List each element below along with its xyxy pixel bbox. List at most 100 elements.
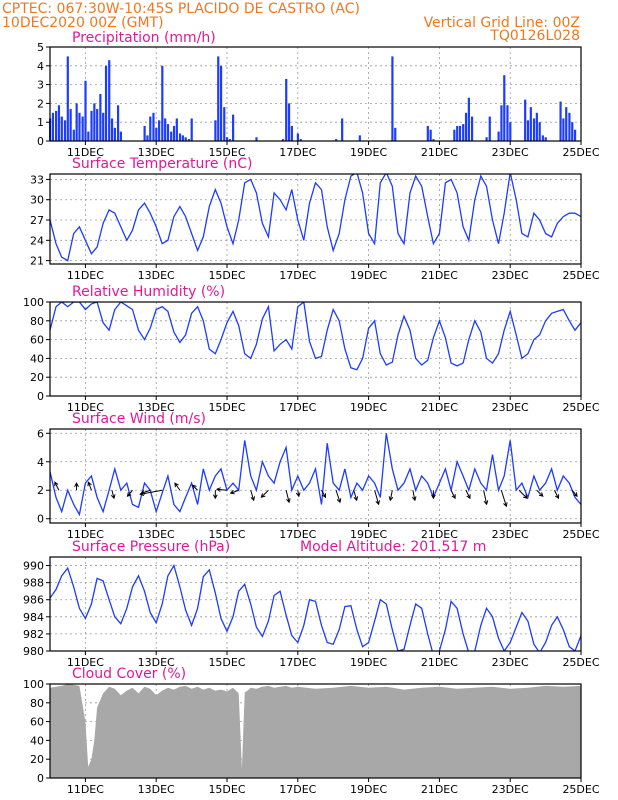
precip-bar	[187, 139, 190, 141]
wind-wind-arrow-head	[431, 494, 436, 500]
rh-line	[50, 302, 581, 371]
precip-bar	[535, 112, 538, 141]
rh-ytick-label: 100	[23, 296, 44, 309]
wind-wind-arrow-shaft	[450, 490, 456, 499]
wind-wind-arrow-head	[523, 494, 528, 499]
precip-bar	[541, 135, 544, 141]
temp-xtick-label: 21DEC	[421, 269, 458, 282]
wind-xtick-label: 17DEC	[279, 528, 316, 541]
precip-bar	[391, 56, 394, 141]
pressure-ytick-label: 990	[23, 560, 44, 573]
wind-wind-arrow-head	[191, 484, 197, 490]
precip-xtick-label: 21DEC	[421, 146, 458, 159]
wind-wind-arrow-head	[215, 487, 221, 492]
precip-bar	[335, 139, 338, 141]
cloud-xtick-label: 25DEC	[562, 783, 599, 796]
precip-bar	[453, 129, 456, 141]
precip-bar	[559, 101, 562, 141]
temp-ytick-label: 30	[30, 194, 44, 207]
pressure-xtick-label: 15DEC	[208, 656, 245, 669]
precip-bar	[462, 124, 465, 141]
wind-wind-arrow-head	[483, 500, 489, 506]
precip-bar	[146, 135, 149, 141]
wind-xtick-label: 13DEC	[138, 528, 175, 541]
precip-title: Precipitation (mm/h)	[72, 30, 216, 46]
precip-bar	[458, 125, 462, 141]
precip-xtick-label: 25DEC	[562, 146, 599, 159]
precip-bar	[143, 125, 146, 141]
pressure-xtick-label: 21DEC	[421, 656, 458, 669]
temp-title: Surface Temperature (nC)	[72, 156, 253, 172]
wind-wind-arrow-shaft	[250, 490, 255, 501]
wind-wind-arrow-shaft	[412, 490, 416, 501]
rh-ytick-label: 60	[30, 334, 44, 347]
wind-wind-arrow-shaft	[111, 490, 115, 499]
precip-bar	[568, 112, 571, 141]
precip-bar	[184, 137, 187, 141]
wind-xtick-label: 11DEC	[67, 528, 104, 541]
wind-wind-arrow-shaft	[389, 490, 393, 501]
precip-bar	[571, 122, 574, 141]
precip-bar	[69, 109, 72, 141]
precip-xtick-label: 13DEC	[138, 146, 175, 159]
precip-bar	[214, 120, 217, 141]
precip-bar	[226, 137, 229, 141]
rh-ytick-label: 20	[30, 371, 44, 384]
precip-xtick-label: 15DEC	[208, 146, 245, 159]
precip-bar	[532, 118, 536, 141]
precip-bar	[108, 60, 111, 141]
wind-wind-arrow-shaft	[285, 490, 290, 503]
precip-bar	[178, 133, 182, 141]
pressure-ytick-label: 982	[23, 628, 44, 641]
precip-bar	[84, 80, 87, 141]
pressure-xtick-label: 13DEC	[138, 656, 175, 669]
precip-bar	[287, 103, 291, 141]
precip-bar	[456, 125, 459, 141]
wind-wind-arrow-head	[503, 502, 508, 508]
precip-bar	[538, 122, 541, 141]
wind-wind-arrow-head	[451, 494, 456, 500]
pressure-frame	[49, 556, 582, 652]
panels-group: 0 1 2 3 4 5 11DEC 13DEC 15DEC 17DEC 19DEC 21DEC 23DE…	[23, 30, 600, 796]
wind-ytick-label: 0	[37, 513, 44, 526]
precip-bar	[181, 135, 184, 141]
precip-xtick-label: 19DEC	[350, 146, 387, 159]
precip-bar	[119, 131, 122, 141]
rh-xtick-label: 21DEC	[421, 401, 458, 414]
precip-bar	[426, 125, 429, 141]
pressure-ytick-label: 980	[23, 645, 44, 658]
wind-wind-arrow-head	[286, 498, 291, 504]
cloud-xtick-label: 23DEC	[492, 783, 529, 796]
precip-bar	[219, 65, 223, 141]
rh-xtick-label: 25DEC	[562, 401, 599, 414]
pressure-xtick-label: 19DEC	[350, 656, 387, 669]
wind-wind-arrow-head	[250, 496, 255, 502]
wind-wind-arrow-head	[260, 493, 266, 498]
wind-wind-arrow-shaft	[571, 489, 578, 497]
rh-title: Relative Humidity (%)	[72, 284, 225, 300]
precip-bar	[503, 75, 506, 141]
pressure-title: Surface Pressure (hPa)	[72, 539, 230, 555]
precip-bar	[152, 112, 155, 141]
precip-bar	[358, 135, 361, 141]
precip-bar	[485, 137, 488, 141]
wind-wind-arrow-head	[466, 494, 471, 500]
precip-bar	[87, 131, 90, 141]
wind-wind-arrow-shaft	[536, 489, 544, 497]
wind-wind-arrow-shaft	[465, 490, 471, 499]
cloud-xtick-label: 15DEC	[208, 783, 245, 796]
precip-bar	[164, 118, 167, 141]
wind-ytick-label: 2	[37, 484, 44, 497]
wind-wind-arrow-head	[295, 492, 301, 498]
precip-bar	[72, 129, 75, 141]
wind-wind-arrow-head	[139, 491, 145, 496]
precip-ytick-label: 4	[37, 60, 44, 73]
wind-wind-arrow-shaft	[54, 482, 60, 491]
precip-bar	[90, 110, 93, 141]
precip-bar	[60, 116, 63, 141]
wind-wind-arrow-head	[375, 500, 380, 506]
temp-frame	[49, 173, 582, 265]
wind-ytick-label: 4	[37, 456, 44, 469]
precip-bar	[526, 120, 530, 141]
precip-bar	[296, 133, 299, 141]
